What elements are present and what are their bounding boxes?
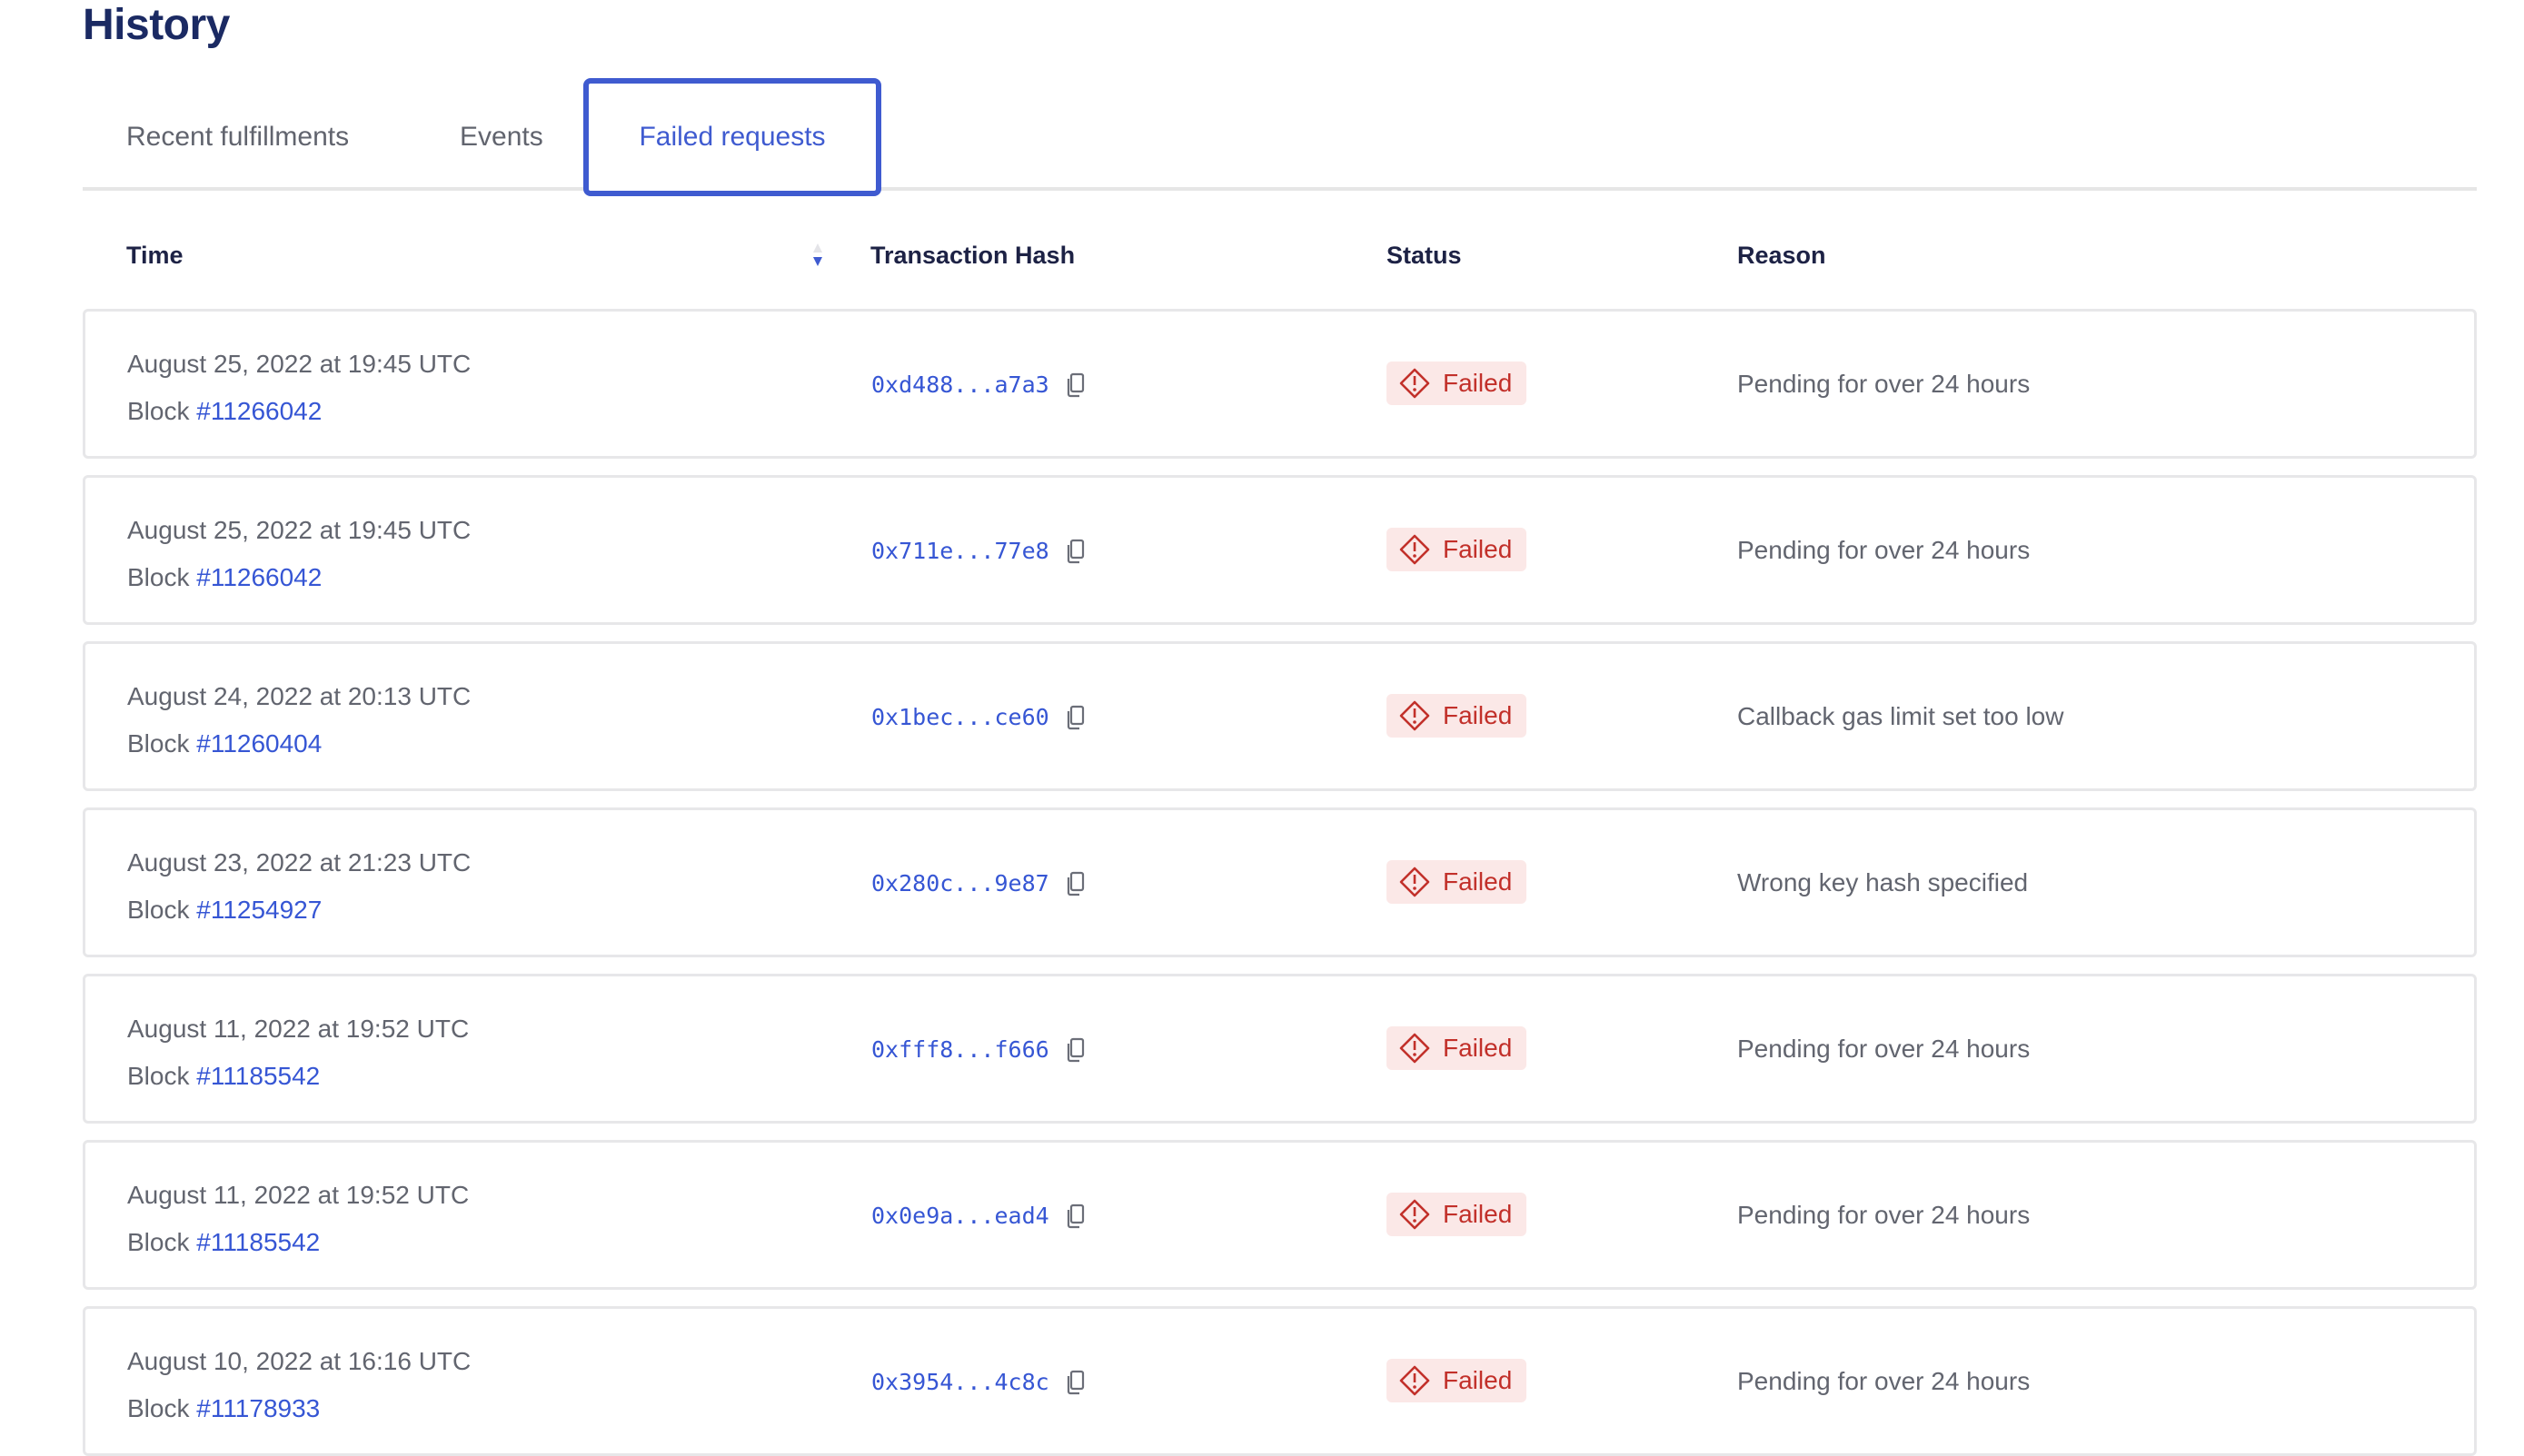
block-link[interactable]: #11266042 [196,397,323,425]
copy-icon[interactable] [1066,871,1086,896]
block-label: Block [127,397,190,425]
status-label: Failed [1443,867,1513,896]
row-date: August 25, 2022 at 19:45 UTC [127,516,472,544]
transaction-hash-link[interactable]: 0xfff8...f666 [871,1036,1049,1063]
row-date: August 11, 2022 at 19:52 UTC [127,1181,470,1209]
transaction-hash: 0x0e9a...ead4 [871,1203,1086,1229]
column-header-reason: Reason [1737,242,1826,269]
tab-failed-requests[interactable]: Failed requests [583,78,881,196]
column-header-transaction-hash: Transaction Hash [870,242,1076,269]
sort-desc-icon[interactable] [810,242,825,271]
failure-reason: Callback gas limit set too low [1737,702,2064,730]
column-header-time[interactable]: Time [126,242,184,269]
copy-icon[interactable] [1066,705,1086,730]
block-link[interactable]: #11266042 [196,563,323,591]
failure-reason: Pending for over 24 hours [1737,1035,2031,1063]
row-block: Block #11266042 [127,563,322,592]
row-block: Block #11178933 [127,1394,320,1423]
warning-diamond-icon [1399,700,1430,731]
copy-icon[interactable] [1066,1203,1086,1229]
copy-icon[interactable] [1066,1037,1086,1063]
status-badge: Failed [1386,1026,1527,1070]
row-date: August 10, 2022 at 16:16 UTC [127,1347,472,1375]
transaction-hash: 0x3954...4c8c [871,1369,1086,1395]
copy-icon[interactable] [1066,539,1086,564]
status-label: Failed [1443,1200,1513,1228]
tab-divider [83,187,2477,191]
warning-diamond-icon [1399,534,1430,565]
failure-reason: Pending for over 24 hours [1737,1201,2031,1229]
status-badge: Failed [1386,1193,1527,1236]
failure-reason: Pending for over 24 hours [1737,536,2031,564]
tab-bar: Recent fulfillments Events Failed reques… [83,78,2477,196]
table-row: August 10, 2022 at 16:16 UTC Block #1117… [83,1306,2477,1456]
block-label: Block [127,896,190,924]
row-block: Block #11266042 [127,397,322,426]
transaction-hash-link[interactable]: 0xd488...a7a3 [871,371,1049,398]
table-row: August 25, 2022 at 19:45 UTC Block #1126… [83,475,2477,625]
status-label: Failed [1443,1034,1513,1062]
block-link[interactable]: #11185542 [196,1062,321,1090]
transaction-hash-link[interactable]: 0x280c...9e87 [871,870,1049,896]
status-badge: Failed [1386,1359,1527,1402]
block-label: Block [127,1062,190,1090]
table-row: August 11, 2022 at 19:52 UTC Block #1118… [83,974,2477,1124]
row-block: Block #11254927 [127,896,322,925]
status-badge: Failed [1386,362,1527,405]
row-date: August 25, 2022 at 19:45 UTC [127,350,472,378]
block-label: Block [127,1228,190,1256]
table-row: August 23, 2022 at 21:23 UTC Block #1125… [83,807,2477,957]
row-block: Block #11260404 [127,729,322,758]
status-badge: Failed [1386,860,1527,904]
row-block: Block #11185542 [127,1228,320,1257]
block-label: Block [127,1394,190,1422]
row-block: Block #11185542 [127,1062,320,1091]
warning-diamond-icon [1399,1199,1430,1230]
failure-reason: Pending for over 24 hours [1737,1367,2031,1395]
column-header-status: Status [1386,242,1462,269]
block-link[interactable]: #11254927 [196,896,323,924]
warning-diamond-icon [1399,867,1430,897]
transaction-hash: 0x711e...77e8 [871,538,1086,564]
transaction-hash-link[interactable]: 0x0e9a...ead4 [871,1203,1049,1229]
table-row: August 11, 2022 at 19:52 UTC Block #1118… [83,1140,2477,1290]
status-label: Failed [1443,701,1513,729]
status-label: Failed [1443,1366,1513,1394]
block-link[interactable]: #11260404 [196,729,323,758]
block-label: Block [127,729,190,758]
transaction-hash-link[interactable]: 0x3954...4c8c [871,1369,1049,1395]
status-label: Failed [1443,369,1513,397]
transaction-hash-link[interactable]: 0x1bec...ce60 [871,704,1049,730]
row-date: August 11, 2022 at 19:52 UTC [127,1015,470,1043]
block-link[interactable]: #11185542 [196,1228,321,1256]
transaction-hash: 0xfff8...f666 [871,1036,1086,1063]
block-link[interactable]: #11178933 [196,1394,321,1422]
transaction-hash-link[interactable]: 0x711e...77e8 [871,538,1049,564]
transaction-hash: 0xd488...a7a3 [871,371,1086,398]
status-badge: Failed [1386,528,1527,571]
row-date: August 24, 2022 at 20:13 UTC [127,682,472,710]
table-row: August 24, 2022 at 20:13 UTC Block #1126… [83,641,2477,791]
status-label: Failed [1443,535,1513,563]
transaction-hash: 0x280c...9e87 [871,870,1086,896]
failure-reason: Wrong key hash specified [1737,868,2029,896]
copy-icon[interactable] [1066,1370,1086,1395]
copy-icon[interactable] [1066,372,1086,398]
table-row: August 25, 2022 at 19:45 UTC Block #1126… [83,309,2477,459]
tab-recent-fulfillments[interactable]: Recent fulfillments [126,122,350,152]
page-title: History [83,1,230,49]
transaction-hash: 0x1bec...ce60 [871,704,1086,730]
warning-diamond-icon [1399,1033,1430,1064]
row-date: August 23, 2022 at 21:23 UTC [127,848,472,877]
block-label: Block [127,563,190,591]
tab-events[interactable]: Events [460,122,543,152]
warning-diamond-icon [1399,1365,1430,1396]
failure-reason: Pending for over 24 hours [1737,370,2031,398]
warning-diamond-icon [1399,368,1430,399]
status-badge: Failed [1386,694,1527,738]
